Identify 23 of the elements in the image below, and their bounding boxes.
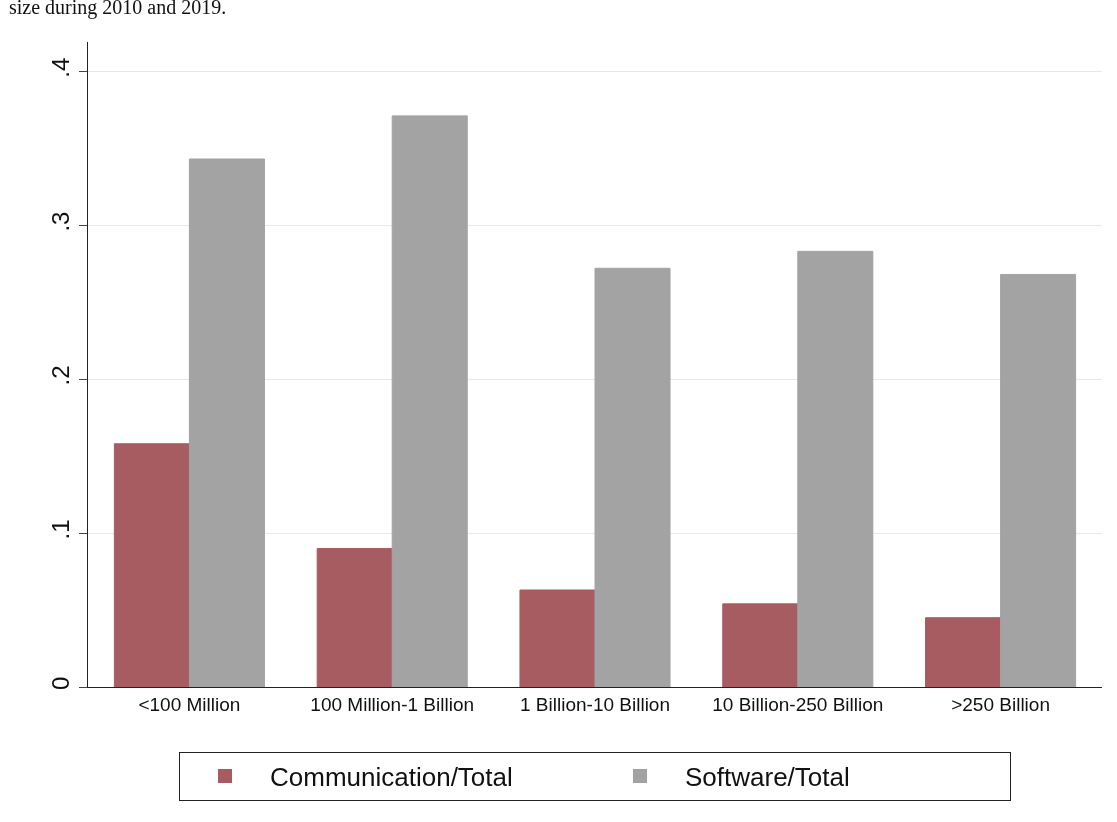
x-tick-label: <100 Million xyxy=(138,693,241,715)
bar xyxy=(391,115,468,687)
y-tick-label: .2 xyxy=(47,365,75,386)
bar xyxy=(316,547,393,687)
x-tick-label: >250 Billion xyxy=(951,693,1050,715)
x-tick-label: 1 Billion-10 Billion xyxy=(520,693,670,715)
y-tick-label: .4 xyxy=(47,57,75,78)
x-tick-label: 10 Billion-250 Billion xyxy=(712,693,884,715)
legend-label: Software/Total xyxy=(685,762,850,793)
bar xyxy=(797,250,874,687)
legend-label: Communication/Total xyxy=(270,762,513,793)
y-tick-label: 0 xyxy=(47,676,75,691)
bar xyxy=(113,443,190,687)
bar xyxy=(925,617,1002,687)
bar xyxy=(519,589,596,687)
bar xyxy=(188,158,265,687)
x-tick-label: 100 Million-1 Billion xyxy=(310,693,475,715)
bar xyxy=(1000,273,1077,687)
y-tick-label: .1 xyxy=(47,519,75,540)
text: size during 2010 and 2019. xyxy=(9,0,227,19)
y-tick-label: .3 xyxy=(47,211,75,232)
bar xyxy=(722,603,799,687)
bar xyxy=(594,267,671,687)
